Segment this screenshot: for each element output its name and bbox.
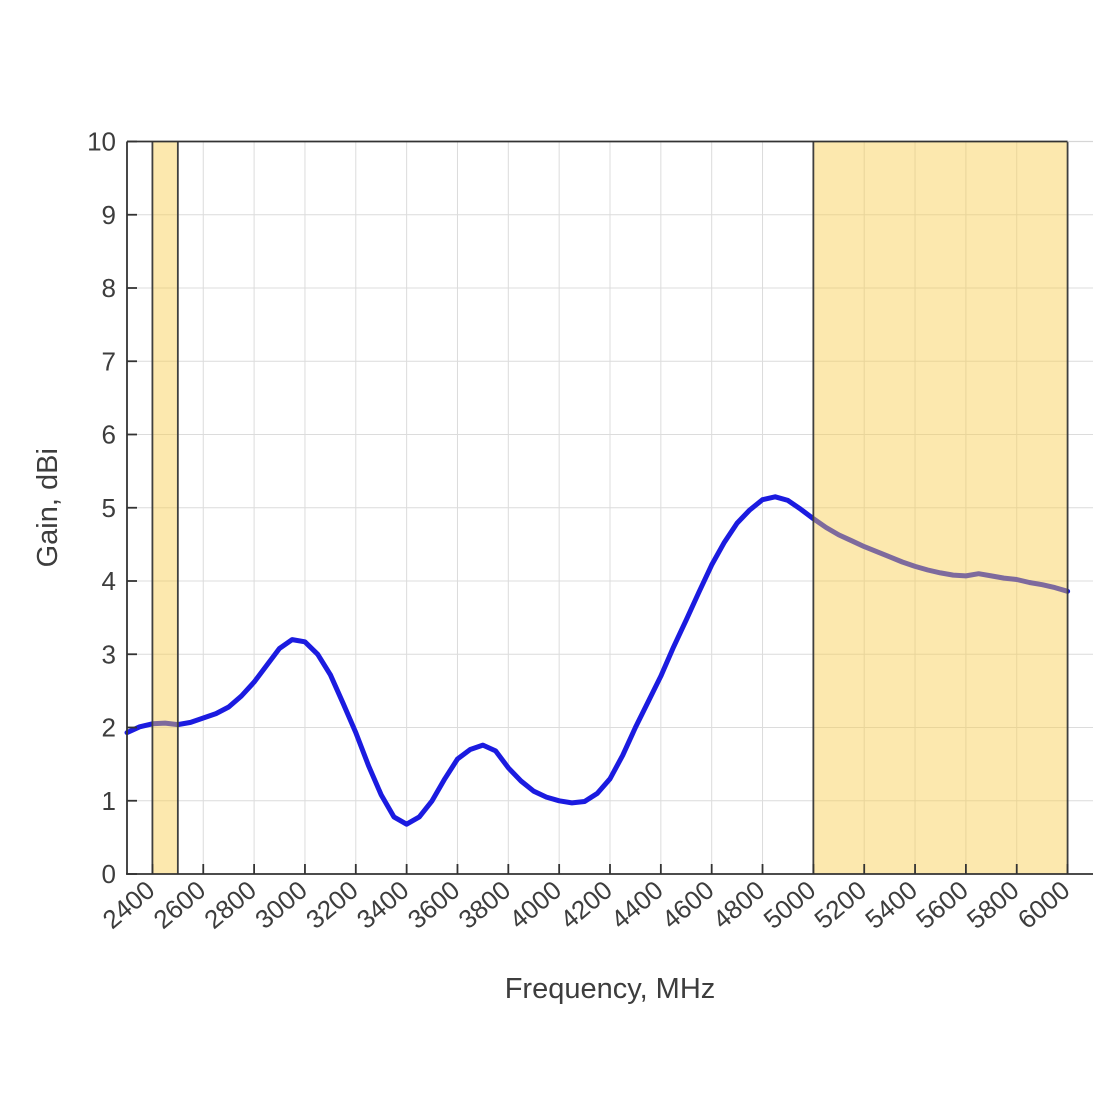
y-tick-label: 4 (102, 566, 116, 596)
x-tick-label: 3800 (453, 875, 517, 935)
y-tick-label: 2 (102, 713, 116, 743)
x-tick-label: 3600 (402, 875, 466, 935)
x-tick-label: 3400 (351, 875, 415, 935)
x-tick-label: 5800 (961, 875, 1025, 935)
y-tick-label: 7 (102, 346, 116, 376)
x-tick-label: 3200 (300, 875, 364, 935)
band-5000-6000 (813, 141, 1068, 874)
y-tick-label: 5 (102, 493, 116, 523)
axis-ticks (127, 140, 1069, 875)
x-tick-label: 4200 (554, 875, 618, 935)
y-tick-label: 10 (87, 127, 116, 157)
x-tick-label: 2800 (198, 875, 262, 935)
x-tick-label: 4000 (503, 875, 567, 935)
y-tick-label: 1 (102, 786, 116, 816)
y-tick-label: 9 (102, 200, 116, 230)
series-lines (124, 494, 1071, 827)
y-tick-label: 0 (102, 859, 116, 889)
shaded-bands (151, 141, 1069, 874)
x-tick-label: 6000 (1012, 875, 1076, 935)
gain-curve (124, 494, 1071, 827)
x-axis-label: Frequency, MHz (505, 973, 716, 1005)
x-tick-label: 5200 (808, 875, 872, 935)
band-2400-2500 (152, 141, 178, 874)
y-axis-label: Gain, dBi (32, 448, 64, 567)
x-tick-label: 5400 (859, 875, 923, 935)
y-tick-label: 6 (102, 420, 116, 450)
x-tick-label: 3000 (249, 875, 313, 935)
y-tick-label: 3 (102, 639, 116, 669)
x-tick-label: 4400 (605, 875, 669, 935)
x-tick-label: 5000 (758, 875, 822, 935)
x-tick-label: 4800 (707, 875, 771, 935)
x-tick-label: 5600 (910, 875, 974, 935)
y-tick-label: 8 (102, 273, 116, 303)
x-tick-label: 2600 (148, 875, 212, 935)
x-tick-label: 4600 (656, 875, 720, 935)
